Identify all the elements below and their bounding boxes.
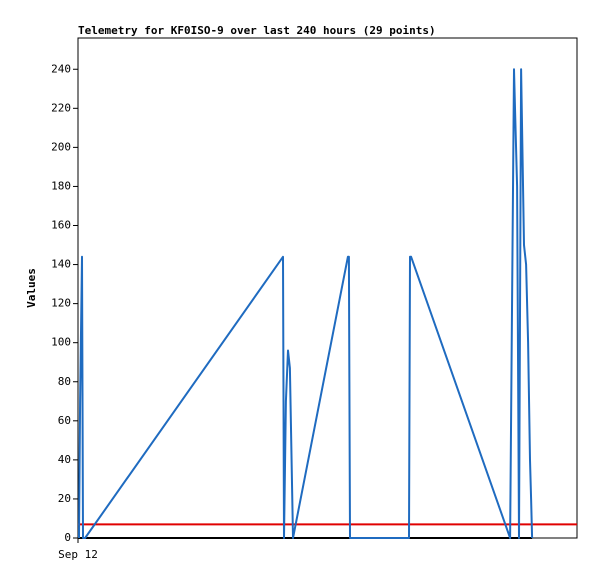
x-tick-label: Sep 12 <box>58 548 98 561</box>
y-tick-label: 180 <box>51 179 71 192</box>
y-tick-label: 100 <box>51 336 71 349</box>
y-tick-label: 140 <box>51 258 71 271</box>
y-tick-label: 0 <box>64 531 71 544</box>
y-axis-label: Values <box>25 268 38 308</box>
y-tick-label: 120 <box>51 297 71 310</box>
y-tick-label: 80 <box>58 375 71 388</box>
y-tick-label: 20 <box>58 492 71 505</box>
y-tick-label: 240 <box>51 62 71 75</box>
plot-frame <box>77 37 578 539</box>
y-tick-label: 40 <box>58 453 71 466</box>
chart-title: Telemetry for KF0ISO-9 over last 240 hou… <box>78 24 436 37</box>
data-line <box>78 68 534 539</box>
y-tick-label: 200 <box>51 140 71 153</box>
y-tick-label: 220 <box>51 101 71 114</box>
y-tick-label: 60 <box>58 414 71 427</box>
y-tick-label: 160 <box>51 219 71 232</box>
